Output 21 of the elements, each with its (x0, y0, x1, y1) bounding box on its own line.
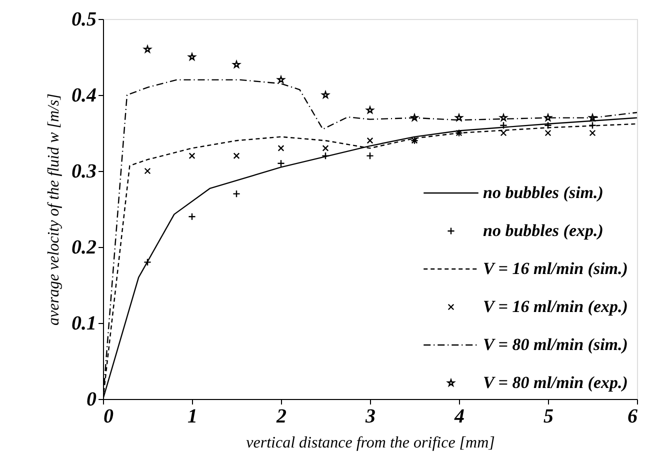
y-tick-label: 0.1 (72, 312, 96, 334)
y-tick-label: 0.3 (72, 160, 96, 182)
legend-label: V = 16 ml/min (sim.) (483, 259, 628, 278)
x-tick-label: 2 (276, 406, 286, 428)
legend-label: V = 80 ml/min (exp.) (483, 373, 628, 392)
y-axis-title: average velocity of the fluid w [m/s] (46, 94, 62, 326)
x-axis-title: vertical distance from the orifice [mm] (246, 434, 495, 452)
legend-label: no bubbles (sim.) (483, 183, 604, 202)
legend-label: no bubbles (exp.) (483, 221, 604, 240)
x-tick-label: 5 (544, 406, 554, 428)
y-tick-label: 0.2 (72, 236, 96, 258)
x-tick-label: 0 (104, 406, 114, 428)
legend-label: V = 80 ml/min (sim.) (483, 335, 628, 354)
y-tick-label: 0.4 (72, 84, 96, 106)
y-tick-label: 0.5 (72, 8, 96, 30)
x-tick-label: 3 (364, 406, 376, 428)
x-tick-label: 1 (188, 406, 198, 428)
x-tick-label: 6 (628, 406, 638, 428)
x-tick-label: 4 (454, 406, 464, 428)
legend-label: V = 16 ml/min (exp.) (483, 297, 628, 316)
y-tick-label: 0 (86, 388, 96, 410)
